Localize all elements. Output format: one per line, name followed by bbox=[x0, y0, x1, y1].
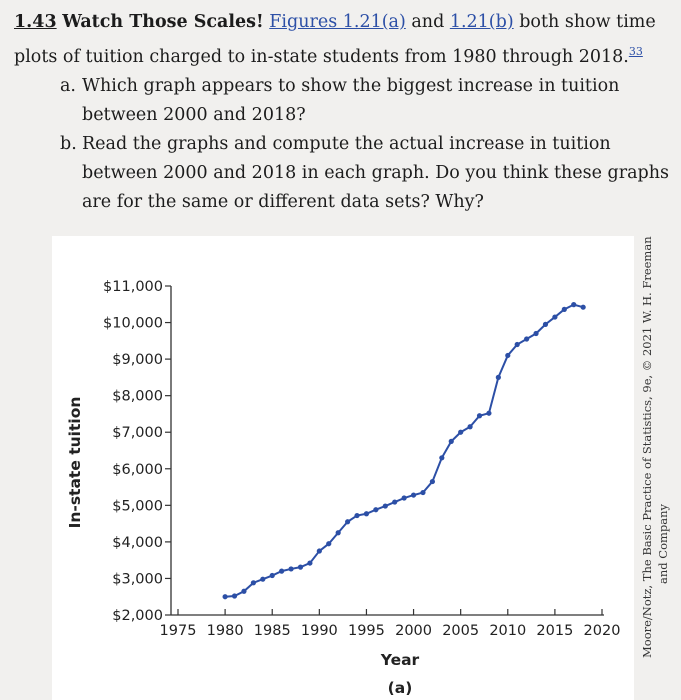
y-tick-label: $8,000 bbox=[112, 389, 163, 405]
question-parts: a. Which graph appears to show the bigge… bbox=[60, 72, 678, 217]
part-b-letter: b. bbox=[60, 133, 77, 154]
problem-title: Watch Those Scales! bbox=[62, 12, 264, 32]
data-point bbox=[524, 336, 530, 342]
data-point bbox=[373, 507, 379, 513]
y-tick-label: $4,000 bbox=[112, 535, 163, 551]
y-tick-label: $2,000 bbox=[112, 608, 163, 624]
data-point bbox=[297, 564, 304, 570]
series-line bbox=[225, 303, 584, 598]
x-tick-label: 2005 bbox=[442, 623, 479, 639]
data-point bbox=[401, 495, 407, 501]
question-part-b: b. Read the graphs and compute the actua… bbox=[60, 130, 678, 217]
intro-rest: both show time plots of tuition charged … bbox=[14, 12, 656, 67]
data-point bbox=[486, 410, 492, 416]
question-part-a: a. Which graph appears to show the bigge… bbox=[60, 72, 678, 130]
data-point bbox=[354, 512, 360, 519]
figure-link-b[interactable]: 1.21(b) bbox=[449, 12, 514, 32]
data-point bbox=[458, 429, 464, 435]
data-point bbox=[241, 588, 247, 594]
data-point bbox=[552, 314, 558, 320]
footnote-link[interactable]: 33 bbox=[628, 45, 643, 58]
data-point bbox=[269, 572, 275, 579]
part-a-letter: a. bbox=[60, 75, 76, 96]
x-axis: 1975 1980 1985 1990 1995 2000 2005 2010 2015 2020 bbox=[160, 609, 621, 639]
credit-line-1: Moore/Notz, The Basic Practice of Statis… bbox=[640, 236, 654, 658]
data-point bbox=[392, 499, 398, 505]
data-point bbox=[580, 304, 586, 310]
x-tick-label: 1985 bbox=[254, 623, 291, 639]
data-point bbox=[514, 341, 520, 348]
figure-link-a[interactable]: Figures 1.21(a) bbox=[269, 12, 406, 32]
data-point bbox=[316, 548, 322, 554]
y-tick-label: $11,000 bbox=[103, 279, 163, 295]
data-point bbox=[345, 519, 351, 525]
credit-line-2: and Company bbox=[656, 503, 670, 584]
x-tick-label: 2010 bbox=[489, 623, 526, 639]
y-tick-label: $9,000 bbox=[112, 352, 163, 368]
data-point bbox=[260, 576, 266, 582]
data-point bbox=[250, 580, 256, 586]
data-point bbox=[382, 503, 388, 509]
y-tick-label: $5,000 bbox=[112, 498, 163, 514]
x-axis-title: Year bbox=[380, 651, 420, 669]
part-b-text: Read the graphs and compute the actual i… bbox=[82, 133, 669, 212]
problem-number[interactable]: 1.43 bbox=[14, 12, 57, 32]
y-tick-label: $7,000 bbox=[112, 425, 163, 441]
data-point bbox=[495, 374, 501, 380]
data-point bbox=[279, 568, 285, 574]
data-point bbox=[571, 302, 577, 308]
x-tick-label: 1995 bbox=[348, 623, 385, 639]
data-point bbox=[231, 593, 238, 599]
data-point bbox=[467, 424, 473, 430]
data-point bbox=[439, 455, 445, 461]
y-tick-label: $6,000 bbox=[112, 462, 163, 478]
tuition-series bbox=[222, 302, 586, 600]
data-point bbox=[326, 541, 332, 547]
y-axis-title: In-state tuition bbox=[66, 397, 84, 529]
data-point bbox=[542, 321, 549, 327]
problem-statement: 1.43 Watch Those Scales! Figures 1.21(a)… bbox=[14, 8, 678, 217]
intro-and: and bbox=[405, 12, 450, 32]
figure-1-21a: $2,000 $3,000 $4,000 $5,000 $6,000 $7,000 $8,0… bbox=[52, 236, 634, 700]
data-point bbox=[476, 413, 483, 419]
y-tick-label: $10,000 bbox=[103, 316, 163, 332]
y-axis: $2,000 $3,000 $4,000 $5,000 $6,000 $7,000 $8,0… bbox=[103, 279, 172, 624]
y-tick-label: $3,000 bbox=[112, 571, 163, 587]
data-point bbox=[410, 492, 417, 498]
data-point bbox=[363, 511, 370, 517]
data-point bbox=[222, 594, 228, 600]
image-credit: Moore/Notz, The Basic Practice of Statis… bbox=[640, 236, 678, 658]
x-tick-label: 2020 bbox=[584, 623, 621, 639]
data-point bbox=[533, 330, 539, 337]
data-point bbox=[335, 530, 341, 536]
part-a-text: Which graph appears to show the biggest … bbox=[82, 75, 620, 125]
tuition-time-plot: $2,000 $3,000 $4,000 $5,000 $6,000 $7,000 $8,0… bbox=[66, 279, 621, 697]
data-point bbox=[288, 566, 294, 572]
data-point bbox=[448, 438, 454, 444]
problem-intro: 1.43 Watch Those Scales! Figures 1.21(a)… bbox=[14, 8, 678, 72]
data-point bbox=[561, 306, 567, 312]
x-tick-label: 1975 bbox=[160, 623, 197, 639]
figure-caption: (a) bbox=[388, 679, 413, 697]
data-point bbox=[420, 489, 426, 496]
x-tick-label: 1990 bbox=[301, 623, 338, 639]
x-tick-label: 2015 bbox=[536, 623, 573, 639]
x-tick-label: 2000 bbox=[395, 623, 432, 639]
data-point bbox=[429, 478, 435, 485]
data-point bbox=[505, 352, 511, 359]
x-tick-label: 1980 bbox=[207, 623, 244, 639]
data-point bbox=[307, 560, 313, 566]
